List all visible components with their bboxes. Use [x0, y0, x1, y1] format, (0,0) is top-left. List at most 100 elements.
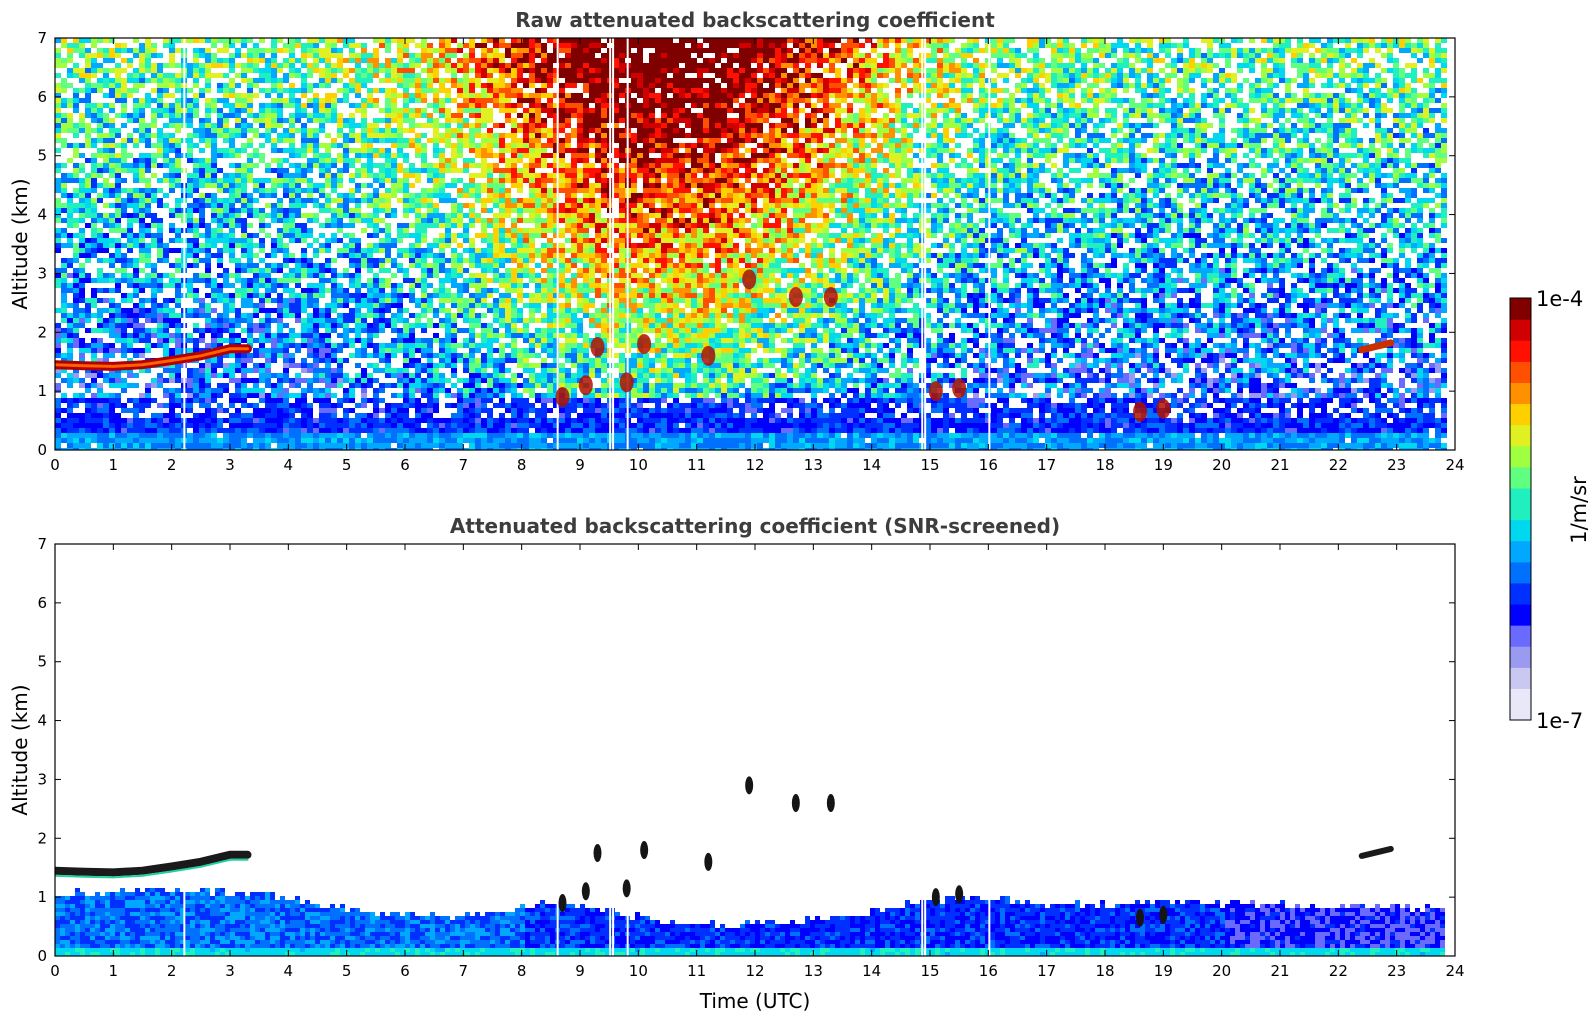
cloud-patch	[742, 269, 756, 289]
raw-y-axis-label: Altitude (km)	[8, 178, 32, 309]
colorbar-band	[1510, 583, 1531, 594]
x-tick-label: 17	[1037, 962, 1056, 980]
y-tick-label: 5	[37, 147, 47, 165]
data-gap	[609, 544, 611, 956]
x-tick-label: 11	[687, 456, 706, 474]
colorbar-band	[1510, 414, 1531, 425]
cloud-patch	[591, 337, 605, 357]
x-tick-label: 5	[342, 962, 352, 980]
y-tick-label: 0	[37, 947, 47, 965]
data-gap	[988, 544, 990, 956]
raw-backscatter-panel: Raw attenuated backscattering coefficien…	[8, 8, 1465, 474]
x-tick-label: 20	[1212, 456, 1231, 474]
colorbar-band	[1510, 646, 1531, 657]
cloud-patch	[792, 794, 800, 812]
y-tick-label: 6	[37, 594, 47, 612]
colorbar-band	[1510, 699, 1531, 710]
cloud-patch	[1136, 909, 1144, 927]
colorbar-band	[1510, 319, 1531, 330]
colorbar-unit-label: 1/m/sr	[1567, 476, 1591, 544]
colorbar-band	[1510, 488, 1531, 499]
cloud-patch	[745, 776, 753, 794]
colorbar-band	[1510, 435, 1531, 446]
x-tick-label: 19	[1154, 456, 1173, 474]
x-tick-label: 1	[109, 962, 119, 980]
y-tick-label: 1	[37, 382, 47, 400]
x-tick-label: 21	[1270, 456, 1289, 474]
cloud-patch	[1159, 906, 1167, 924]
colorbar-band	[1510, 351, 1531, 362]
colorbar-max-label: 1e-4	[1536, 287, 1583, 311]
y-tick-label: 6	[37, 88, 47, 106]
x-tick-label: 4	[284, 962, 294, 980]
x-tick-label: 7	[459, 456, 469, 474]
colorbar-scale	[1510, 298, 1531, 721]
colorbar: 1e-4 1e-7 1/m/sr	[1510, 287, 1591, 733]
colorbar-band	[1510, 467, 1531, 478]
colorbar-band	[1510, 615, 1531, 626]
cloud-patch	[559, 894, 567, 912]
x-tick-label: 12	[745, 962, 764, 980]
screened-backscatter-heatmap	[55, 544, 1445, 956]
colorbar-band	[1510, 298, 1531, 309]
colorbar-band	[1510, 520, 1531, 531]
cloud-patch	[952, 378, 966, 398]
colorbar-band	[1510, 361, 1531, 372]
colorbar-band	[1510, 625, 1531, 636]
x-tick-label: 12	[745, 456, 764, 474]
x-tick-label: 20	[1212, 962, 1231, 980]
cloud-patch	[824, 287, 838, 307]
raw-backscatter-heatmap	[55, 38, 1447, 453]
cloud-patch	[789, 287, 803, 307]
data-gap	[988, 38, 990, 450]
colorbar-band	[1510, 551, 1531, 562]
y-tick-label: 2	[37, 829, 47, 847]
x-tick-label: 10	[629, 456, 648, 474]
data-gap	[183, 38, 185, 450]
x-tick-label: 21	[1270, 962, 1289, 980]
x-tick-label: 10	[629, 962, 648, 980]
colorbar-band	[1510, 657, 1531, 668]
x-tick-label: 0	[50, 962, 60, 980]
cloud-patch	[637, 334, 651, 354]
y-tick-label: 7	[37, 29, 47, 47]
colorbar-band	[1510, 709, 1531, 720]
y-tick-label: 2	[37, 323, 47, 341]
colorbar-band	[1510, 330, 1531, 341]
colorbar-band	[1510, 425, 1531, 436]
x-tick-label: 2	[167, 456, 177, 474]
colorbar-band	[1510, 593, 1531, 604]
x-tick-label: 2	[167, 962, 177, 980]
cloud-patch	[701, 346, 715, 366]
colorbar-band	[1510, 604, 1531, 615]
cloud-patch	[955, 885, 963, 903]
x-tick-label: 24	[1445, 962, 1464, 980]
y-tick-label: 7	[37, 535, 47, 553]
x-tick-label: 6	[400, 962, 410, 980]
cloud-layer	[1362, 849, 1391, 856]
data-gap	[557, 38, 559, 450]
x-axis-label: Time (UTC)	[699, 989, 811, 1013]
colorbar-band	[1510, 498, 1531, 509]
x-tick-label: 16	[979, 962, 998, 980]
cloud-patch	[704, 853, 712, 871]
x-tick-label: 22	[1329, 456, 1348, 474]
colorbar-band	[1510, 372, 1531, 383]
x-tick-label: 18	[1095, 456, 1114, 474]
x-tick-label: 13	[804, 456, 823, 474]
colorbar-band	[1510, 340, 1531, 351]
cloud-patch	[620, 372, 634, 392]
x-tick-label: 16	[979, 456, 998, 474]
colorbar-band	[1510, 477, 1531, 488]
x-tick-label: 14	[862, 962, 881, 980]
x-tick-label: 15	[920, 456, 939, 474]
data-gap	[921, 544, 923, 956]
y-tick-label: 3	[37, 264, 47, 282]
screened-y-axis-label: Altitude (km)	[8, 684, 32, 815]
cloud-layer	[55, 855, 248, 873]
cloud-patch	[1156, 399, 1170, 419]
data-gap	[609, 38, 611, 450]
x-tick-label: 19	[1154, 962, 1173, 980]
x-tick-label: 24	[1445, 456, 1464, 474]
